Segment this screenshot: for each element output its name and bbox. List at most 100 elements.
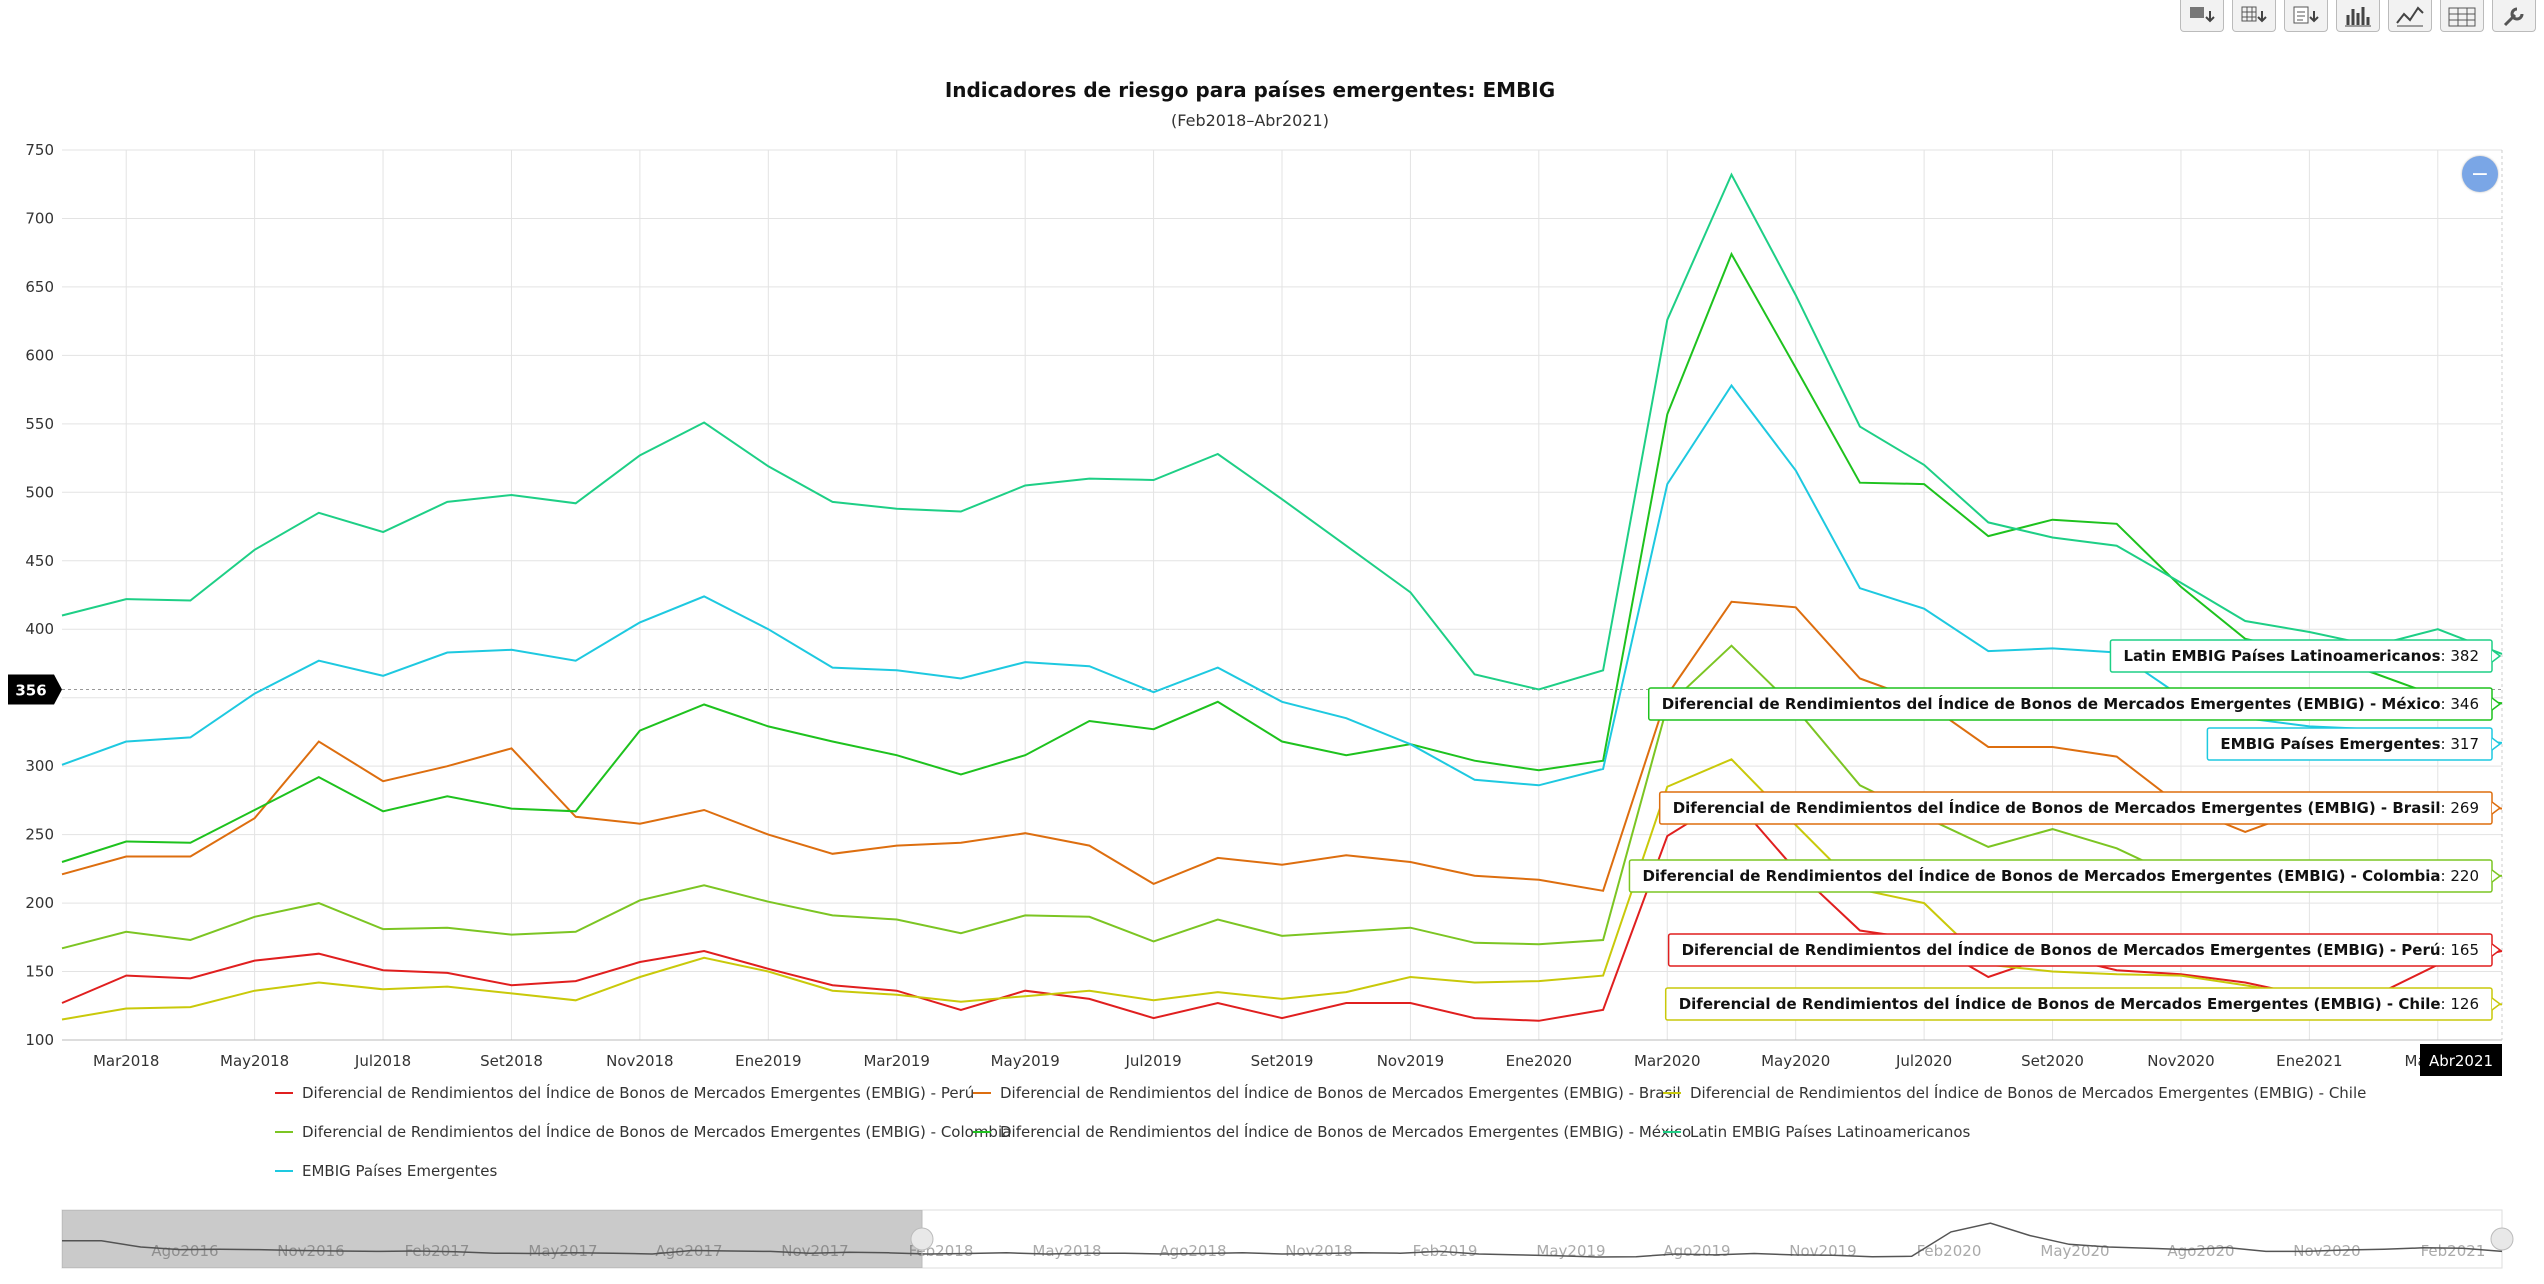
- export-csv-button[interactable]: [2232, 0, 2276, 32]
- series-tooltip: Diferencial de Rendimientos del Índice d…: [1667, 933, 2502, 967]
- image-download-icon: [2190, 6, 2215, 22]
- legend-swatch: [1663, 1131, 1681, 1133]
- legend-swatch: [275, 1092, 293, 1094]
- y-tick-label: 200: [25, 894, 54, 912]
- navigator-label: Nov2017: [781, 1242, 848, 1260]
- series-tooltip: EMBIG Países Emergentes: 317: [2206, 727, 2502, 761]
- legend-label: Diferencial de Rendimientos del Índice d…: [302, 1123, 1012, 1141]
- y-tick-label: 150: [25, 963, 54, 981]
- legend-label: Diferencial de Rendimientos del Índice d…: [1000, 1084, 1681, 1102]
- series-tooltips: Latin EMBIG Países Latinoamericanos: 382…: [1628, 639, 2502, 1021]
- x-axis: Mar2018 May2018 Jul2018 Set2018 Nov2018 Ene20…: [62, 1039, 2502, 1076]
- series-tooltip: Diferencial de Rendimientos del Índice d…: [1628, 859, 2502, 893]
- tooltip-series-name: Diferencial de Rendimientos del Índice d…: [1662, 694, 2441, 713]
- y-tick-label: 700: [25, 209, 54, 227]
- bar-chart-button[interactable]: [2336, 0, 2380, 32]
- navigator-label: Ago2016: [151, 1242, 218, 1260]
- x-current-label: Abr2021: [2429, 1052, 2493, 1070]
- tooltip-text: Diferencial de Rendimientos del Índice d…: [1679, 994, 2479, 1013]
- navigator-label: Feb2021: [2421, 1242, 2486, 1260]
- settings-button[interactable]: [2492, 0, 2536, 32]
- csv-download-icon: [2241, 6, 2267, 22]
- x-tick-label: Nov2020: [2147, 1052, 2214, 1070]
- legend-item[interactable]: Diferencial de Rendimientos del Índice d…: [1663, 1084, 2366, 1102]
- navigator-label: Feb2019: [1413, 1242, 1478, 1260]
- chart-grid: [62, 149, 2502, 1041]
- series-line[interactable]: [61, 172, 2503, 691]
- y-tick-label: 650: [25, 278, 54, 296]
- tooltip-separator: :: [2441, 995, 2451, 1013]
- tooltip-series-name: Diferencial de Rendimientos del Índice d…: [1682, 940, 2441, 959]
- crosshair-badge: [8, 674, 62, 705]
- navigator-handle-right[interactable]: [2490, 1227, 2514, 1251]
- x-tick-label: Ene2021: [2276, 1052, 2342, 1070]
- y-tick-label: 550: [25, 415, 54, 433]
- tooltip-separator: :: [2441, 695, 2451, 713]
- tooltip-separator: :: [2441, 799, 2451, 817]
- legend-item[interactable]: Diferencial de Rendimientos del Índice d…: [973, 1084, 1681, 1102]
- legend-item[interactable]: Diferencial de Rendimientos del Índice d…: [275, 1084, 974, 1102]
- legend-item[interactable]: Latin EMBIG Países Latinoamericanos: [1663, 1123, 1970, 1141]
- navigator-label: Ago2018: [1159, 1242, 1226, 1260]
- series-tooltip: Diferencial de Rendimientos del Índice d…: [1647, 687, 2502, 721]
- line-chart-button[interactable]: [2388, 0, 2432, 32]
- series-line[interactable]: [61, 644, 2503, 950]
- series-tooltip: Diferencial de Rendimientos del Índice d…: [1658, 791, 2502, 825]
- legend-swatch: [973, 1092, 991, 1094]
- tooltip-series-name: Diferencial de Rendimientos del Índice d…: [1673, 798, 2441, 817]
- tooltip-pointer: [2491, 997, 2502, 1011]
- y-tick-label: 750: [25, 141, 54, 159]
- x-tick-label: Set2020: [2021, 1052, 2084, 1070]
- navigator-label: Ago2019: [1663, 1242, 1730, 1260]
- series-tooltip: Diferencial de Rendimientos del Índice d…: [1664, 987, 2502, 1021]
- x-tick-label: Jul2019: [1124, 1052, 1181, 1070]
- tooltip-value: 165: [2450, 941, 2479, 959]
- legend-item[interactable]: Diferencial de Rendimientos del Índice d…: [275, 1123, 1011, 1141]
- tooltip-pointer: [2491, 869, 2502, 883]
- x-tick-label: Ene2019: [735, 1052, 801, 1070]
- table-icon: [2448, 7, 2476, 26]
- legend-label: EMBIG Países Emergentes: [302, 1162, 498, 1180]
- x-tick-label: Mar2018: [93, 1052, 159, 1070]
- tooltip-separator: :: [2441, 735, 2451, 753]
- legend-item[interactable]: EMBIG Países Emergentes: [275, 1162, 497, 1180]
- chart-toolbar: [2180, 0, 2544, 34]
- y-tick-label: 600: [25, 346, 54, 364]
- tooltip-pointer: [2491, 943, 2502, 957]
- x-tick-label: Set2019: [1251, 1052, 1314, 1070]
- legend-swatch: [275, 1170, 293, 1172]
- export-pdf-button[interactable]: [2284, 0, 2328, 32]
- legend-label: Latin EMBIG Países Latinoamericanos: [1690, 1123, 1971, 1141]
- tooltip-series-name: Diferencial de Rendimientos del Índice d…: [1679, 994, 2441, 1013]
- series-line[interactable]: [61, 758, 2503, 1021]
- legend-label: Diferencial de Rendimientos del Índice d…: [302, 1084, 975, 1102]
- wrench-icon: [2503, 7, 2524, 26]
- chart-series[interactable]: [61, 172, 2503, 1022]
- series-tooltip: Latin EMBIG Países Latinoamericanos: 382: [2109, 639, 2502, 673]
- navigator[interactable]: Ago2016Nov2016Feb2017May2017Ago2017Nov20…: [61, 1209, 2514, 1269]
- series-line[interactable]: [61, 251, 2503, 863]
- y-tick-label: 100: [25, 1031, 54, 1049]
- series-line[interactable]: [61, 383, 2503, 787]
- legend-label: Diferencial de Rendimientos del Índice d…: [1000, 1123, 1692, 1141]
- crosshair: 356: [8, 150, 2503, 1040]
- tooltip-text: Diferencial de Rendimientos del Índice d…: [1673, 798, 2479, 817]
- legend-swatch: [1663, 1092, 1681, 1094]
- export-image-button[interactable]: [2180, 0, 2224, 32]
- navigator-label: Nov2019: [1789, 1242, 1856, 1260]
- navigator-frame: [61, 1209, 2503, 1269]
- legend-swatch: [275, 1131, 293, 1133]
- navigator-handle-left[interactable]: [910, 1227, 934, 1251]
- y-tick-label: 450: [25, 552, 54, 570]
- x-current-badge: Abr2021: [2420, 1044, 2502, 1076]
- series-line[interactable]: [61, 600, 2503, 892]
- tooltip-value: 382: [2450, 647, 2479, 665]
- legend-item[interactable]: Diferencial de Rendimientos del Índice d…: [973, 1123, 1691, 1141]
- zoom-reset-button[interactable]: −: [2462, 156, 2498, 192]
- tooltip-series-name: Latin EMBIG Países Latinoamericanos: [2123, 647, 2440, 665]
- navigator-line: [62, 1222, 2503, 1258]
- tooltip-value: 220: [2450, 867, 2479, 885]
- table-view-button[interactable]: [2440, 0, 2484, 32]
- tooltip-separator: :: [2441, 867, 2451, 885]
